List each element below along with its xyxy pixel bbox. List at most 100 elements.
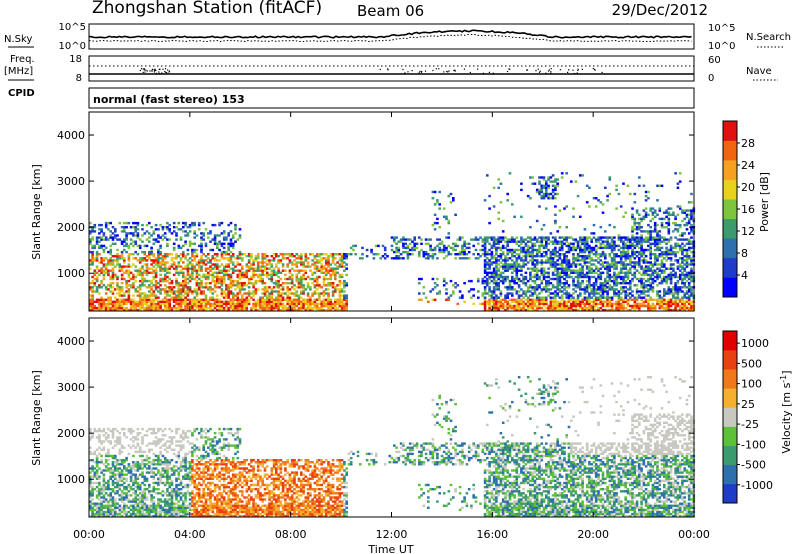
heatmap-cell xyxy=(193,302,196,306)
heatmap-cell xyxy=(606,275,609,279)
heatmap-cell xyxy=(490,253,494,256)
heatmap-cell xyxy=(184,255,187,258)
heatmap-cell xyxy=(275,279,278,283)
heatmap-cell xyxy=(610,244,614,248)
heatmap-cell xyxy=(191,292,194,295)
heatmap-cell xyxy=(163,273,167,277)
heatmap-cell xyxy=(522,238,525,241)
heatmap-cell xyxy=(606,300,609,303)
heatmap-cell xyxy=(429,290,432,293)
heatmap-cell xyxy=(467,290,471,293)
heatmap-cell xyxy=(179,296,183,299)
heatmap-cell xyxy=(506,304,509,308)
heatmap-cell xyxy=(499,300,503,303)
heatmap-cell xyxy=(554,261,557,264)
heatmap-cell xyxy=(594,298,598,301)
heatmap-cell xyxy=(313,304,317,308)
heatmap-cell xyxy=(306,292,310,295)
heatmap-cell xyxy=(538,192,541,196)
freq-dot xyxy=(158,71,160,73)
heatmap-cell xyxy=(633,221,637,225)
heatmap-cell xyxy=(241,271,244,274)
heatmap-cell xyxy=(191,300,194,303)
heatmap-cell xyxy=(633,308,637,312)
heatmap-cell xyxy=(678,205,682,208)
heatmap-cell xyxy=(631,261,634,264)
heatmap-cell xyxy=(136,259,140,262)
heatmap-cell xyxy=(279,304,283,308)
heatmap-cell xyxy=(594,197,598,200)
heatmap-cell xyxy=(268,302,271,306)
heatmap-cell xyxy=(576,244,580,248)
heatmap-cell xyxy=(644,267,648,270)
heatmap-cell xyxy=(216,308,219,312)
heatmap-cell xyxy=(635,263,639,266)
heatmap-cell xyxy=(606,292,609,295)
heatmap-cell xyxy=(343,257,346,260)
heatmap-cell xyxy=(606,240,609,243)
heatmap-cell xyxy=(672,296,675,299)
heatmap-cell xyxy=(295,253,299,256)
heatmap-cell xyxy=(669,279,673,283)
heatmap-cell xyxy=(524,290,528,293)
heatmap-cell xyxy=(231,282,235,285)
heatmap-cell xyxy=(663,226,666,229)
heatmap-cell xyxy=(649,269,652,272)
heatmap-cell xyxy=(300,308,303,312)
freq-dot xyxy=(538,71,541,73)
heatmap-cell xyxy=(324,257,328,260)
heatmap-cell xyxy=(302,292,305,295)
heatmap-cell xyxy=(100,238,103,241)
heatmap-cell xyxy=(211,238,215,241)
heatmap-cell xyxy=(517,308,521,312)
heatmap-cell xyxy=(186,271,190,274)
heatmap-cell xyxy=(633,219,637,223)
heatmap-cell xyxy=(191,221,194,225)
nsky-label: N.Sky xyxy=(4,34,32,45)
heatmap-cell xyxy=(619,240,623,243)
freq-dot xyxy=(421,70,423,73)
heatmap-cell xyxy=(334,271,337,274)
heatmap-cell xyxy=(660,240,664,243)
heatmap-cell xyxy=(104,269,108,272)
heatmap-cell xyxy=(574,269,578,272)
heatmap-cell xyxy=(111,259,115,262)
heatmap-cell xyxy=(141,282,144,285)
heatmap-cell xyxy=(622,250,625,254)
heatmap-cell xyxy=(483,304,487,308)
heatmap-cell xyxy=(608,302,612,306)
heatmap-cell xyxy=(619,269,623,272)
heatmap-cell xyxy=(288,255,292,258)
heatmap-cell xyxy=(424,250,428,254)
heatmap-cell xyxy=(302,269,305,272)
heatmap-cell xyxy=(204,263,208,266)
heatmap-cell xyxy=(542,275,546,279)
heatmap-cell xyxy=(284,257,287,260)
heatmap-cell xyxy=(254,308,258,312)
heatmap-cell xyxy=(200,246,203,250)
heatmap-cell xyxy=(231,279,235,283)
heatmap-cell xyxy=(522,277,525,281)
heatmap-cell xyxy=(188,286,192,289)
heatmap-cell xyxy=(157,255,160,258)
heatmap-cell xyxy=(195,269,199,272)
heatmap-cell xyxy=(594,304,598,308)
heatmap-cell xyxy=(556,302,559,306)
heatmap-cell xyxy=(324,263,328,266)
heatmap-cell xyxy=(318,292,321,295)
heatmap-cell xyxy=(111,269,115,272)
heatmap-cell xyxy=(667,300,671,303)
heatmap-cell xyxy=(436,201,439,204)
heatmap-cell xyxy=(642,238,646,241)
heatmap-cell xyxy=(549,296,553,299)
heatmap-cell xyxy=(222,273,226,277)
heatmap-cell xyxy=(197,273,201,277)
heatmap-cell xyxy=(370,248,373,252)
heatmap-cell xyxy=(145,259,149,262)
heatmap-cell xyxy=(263,257,267,260)
heatmap-cell xyxy=(572,304,575,308)
heatmap-cell xyxy=(252,304,255,308)
heatmap-cell xyxy=(166,286,169,289)
heatmap-cell xyxy=(229,282,233,285)
heatmap-cell xyxy=(209,302,212,306)
